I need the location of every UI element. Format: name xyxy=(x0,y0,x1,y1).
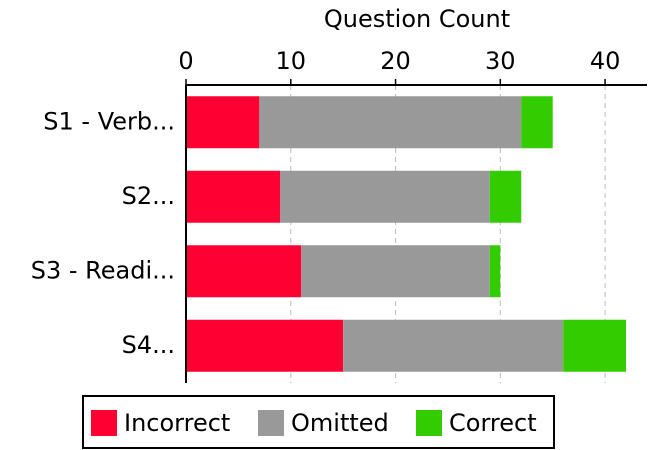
legend-box xyxy=(82,395,555,449)
bar xyxy=(186,96,260,149)
legend-swatch xyxy=(258,410,284,436)
bar xyxy=(343,319,564,372)
bar xyxy=(489,170,522,223)
bar xyxy=(186,319,344,372)
legend-label: Correct xyxy=(449,409,537,437)
legend-label: Omitted xyxy=(291,409,389,437)
bar xyxy=(489,245,501,298)
bar xyxy=(301,245,490,298)
bar xyxy=(186,170,281,223)
bar xyxy=(563,319,627,372)
y-tick-label: S2... xyxy=(122,182,175,210)
legend-swatch xyxy=(91,410,117,436)
bar xyxy=(259,96,522,149)
y-tick-label: S3 - Readi... xyxy=(31,256,175,284)
x-tick-label: 20 xyxy=(380,47,411,75)
bar xyxy=(186,245,302,298)
y-tick-label: S4... xyxy=(122,331,175,359)
x-tick-label: 40 xyxy=(590,47,621,75)
y-tick-label: S1 - Verb... xyxy=(43,107,175,135)
legend-label: Incorrect xyxy=(124,409,230,437)
x-tick-label: 0 xyxy=(178,47,193,75)
x-axis-title: Question Count xyxy=(324,5,510,33)
x-tick-label: 10 xyxy=(275,47,306,75)
bar xyxy=(280,170,490,223)
x-tick-label: 30 xyxy=(485,47,516,75)
legend-swatch xyxy=(416,410,442,436)
bar xyxy=(521,96,553,149)
